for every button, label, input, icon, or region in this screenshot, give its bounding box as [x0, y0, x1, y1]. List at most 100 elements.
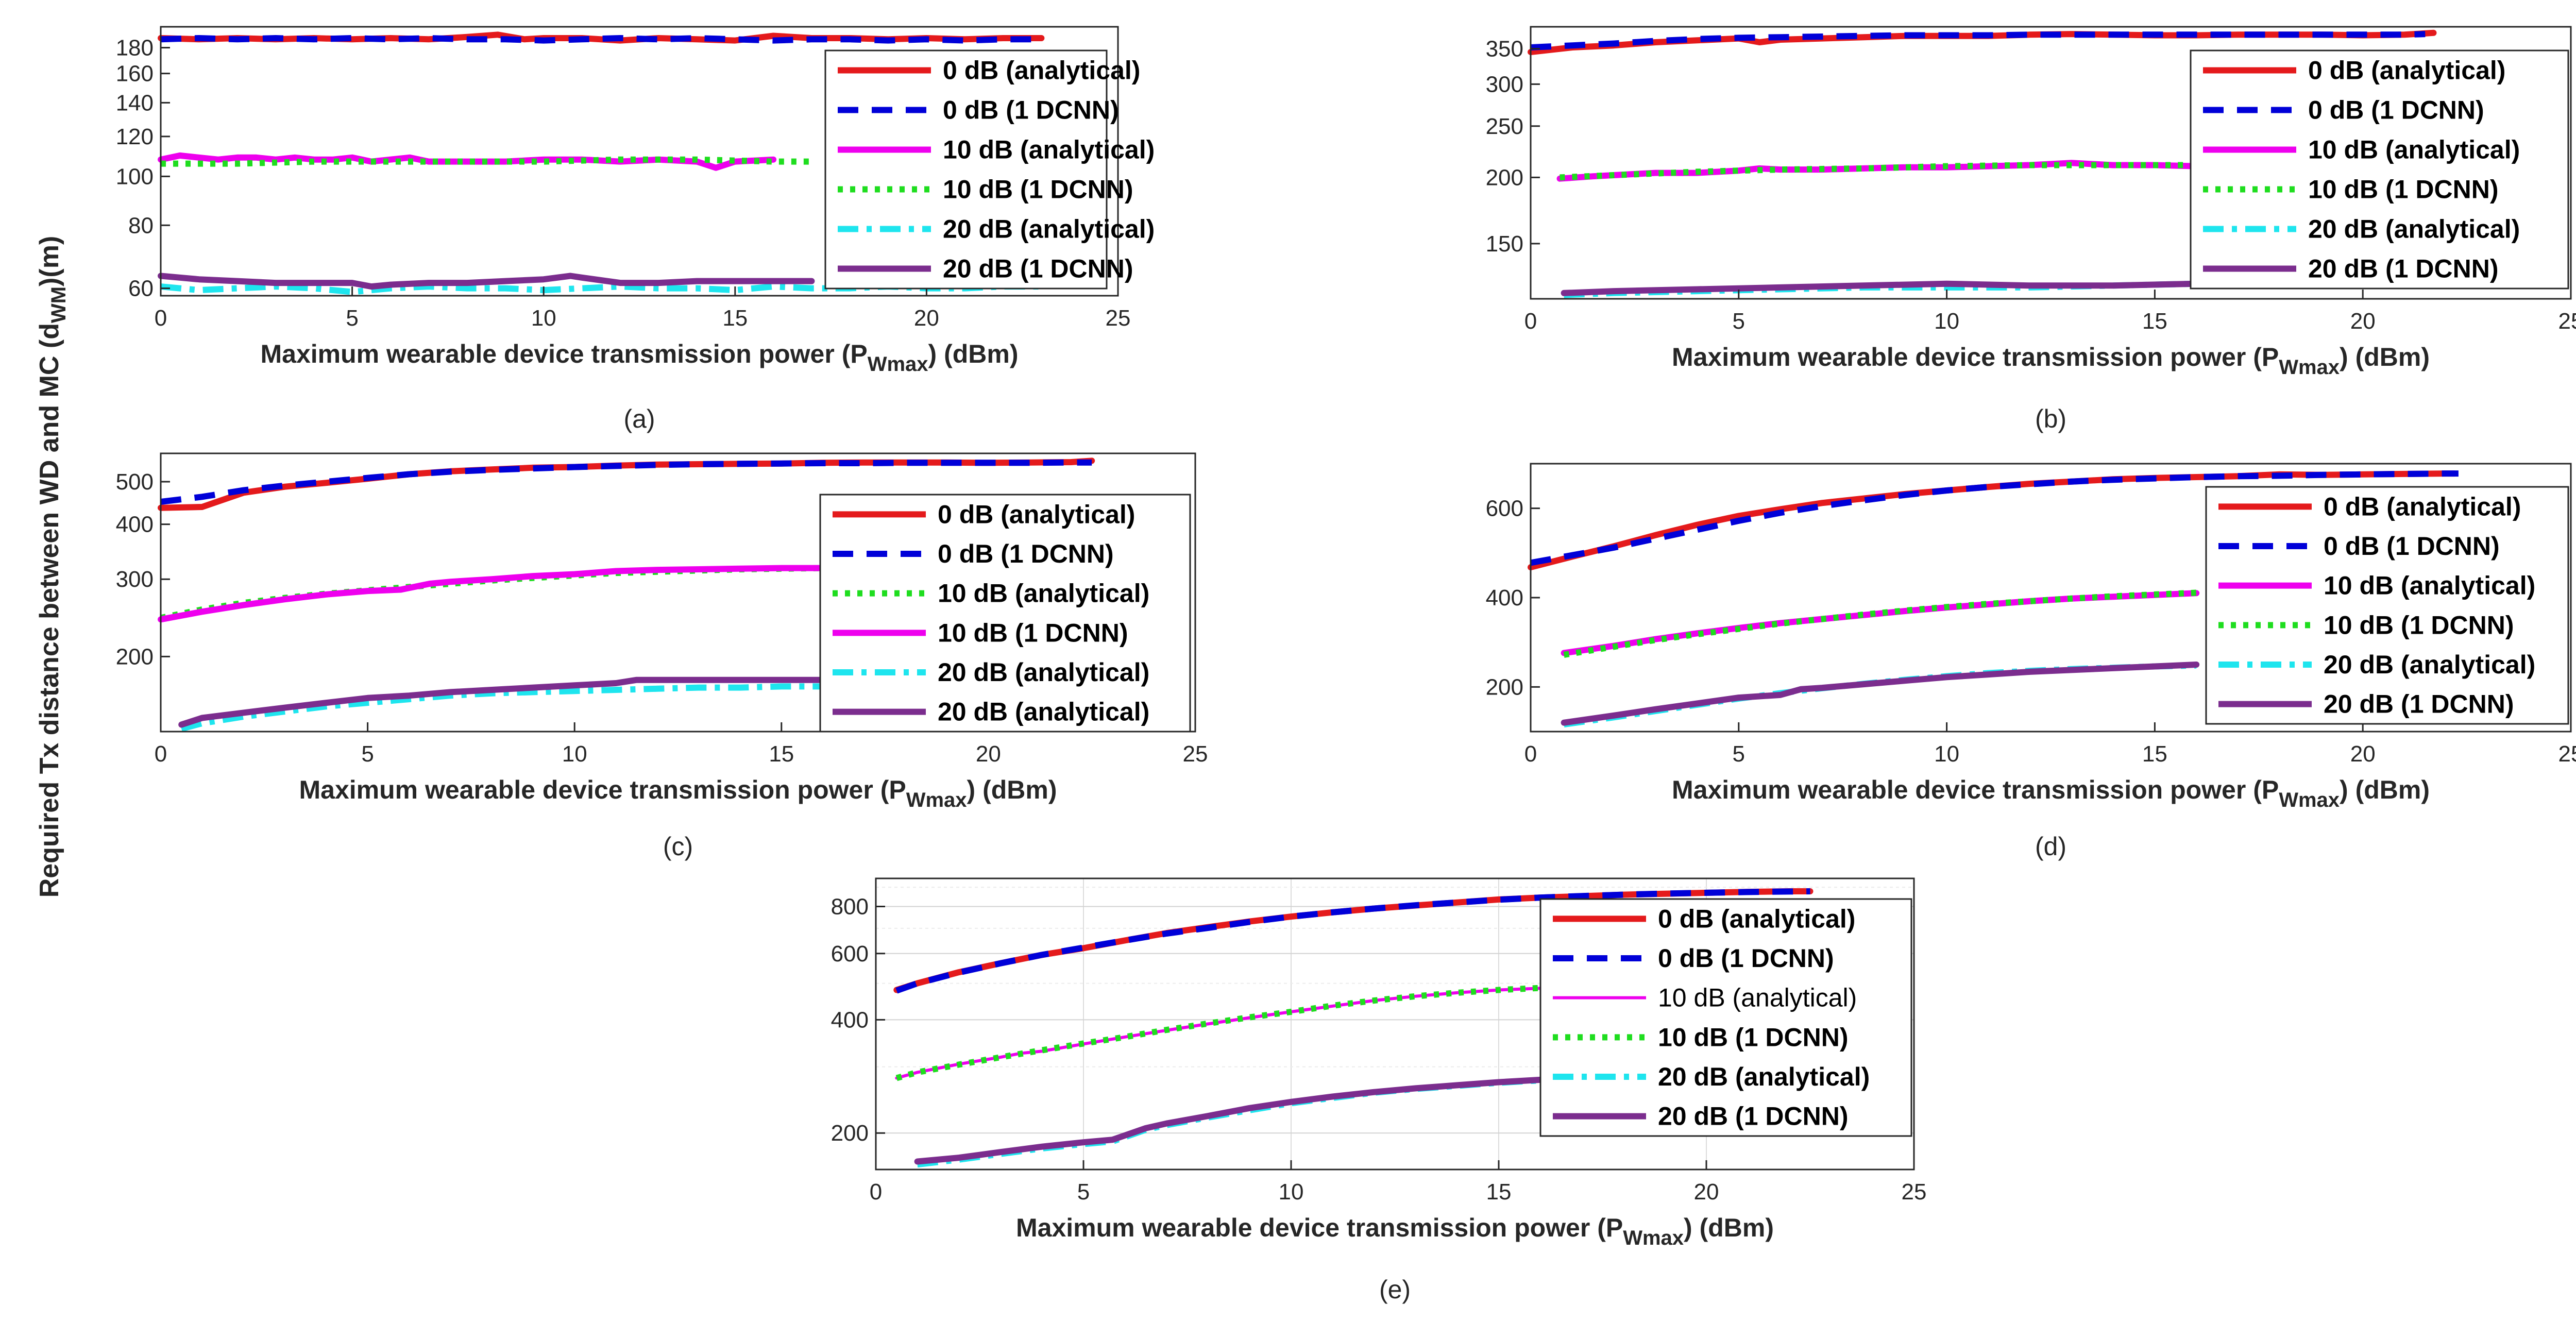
axes-box — [1530, 26, 2572, 300]
x-tick-label: 25 — [2558, 309, 2576, 334]
x-tick-label: 5 — [1733, 309, 1745, 334]
panel-caption: (c) — [663, 832, 693, 861]
legend: 0 dB (analytical) 0 dB (1 DCNN) 10 dB (ana… — [1539, 898, 1912, 1137]
x-tick-label: 25 — [1183, 741, 1208, 767]
legend-label: 0 dB (1 DCNN) — [1658, 944, 1834, 973]
legend-label: 20 dB (1 DCNN) — [1658, 1102, 1848, 1131]
x-tick-label: 15 — [2142, 741, 2167, 767]
x-axis-label-suffix: ) (dBm) — [1684, 1213, 1774, 1242]
x-tick-label: 20 — [2350, 309, 2376, 334]
legend-box — [2205, 486, 2569, 725]
series-line-c-3 — [158, 565, 826, 623]
legend-label: 10 dB (analytical) — [2324, 571, 2535, 600]
legend-label: 20 dB (analytical) — [2324, 650, 2535, 679]
legend-label: 0 dB (analytical) — [938, 500, 1135, 529]
svg-text:Required Tx distance between W: Required Tx distance between WD and MC (… — [35, 236, 70, 898]
legend-box — [1539, 898, 1912, 1137]
legend: 0 dB (analytical) 0 dB (1 DCNN) 10 dB (ana… — [824, 49, 1155, 290]
x-axis-label: Maximum wearable device transmission pow… — [1016, 1213, 1774, 1249]
legend-label: 0 dB (1 DCNN) — [2324, 532, 2500, 561]
legend-label: 20 dB (analytical) — [1658, 1062, 1870, 1091]
panel-caption: (d) — [2035, 832, 2066, 861]
y-tick-label: 600 — [1486, 496, 1523, 521]
y-tick-label: 180 — [116, 36, 154, 61]
x-tick-label: 10 — [1279, 1179, 1304, 1205]
x-tick-label: 15 — [2142, 309, 2167, 334]
x-tick-label: 5 — [1733, 741, 1745, 767]
axes-box — [875, 877, 1915, 1171]
x-axis-label-suffix: ) (dBm) — [967, 775, 1057, 804]
x-axis-label-suffix: ) (dBm) — [928, 340, 1019, 368]
x-tick-label: 20 — [976, 741, 1001, 767]
legend-label: 20 dB (1 DCNN) — [943, 255, 1133, 283]
x-tick-label: 10 — [531, 306, 556, 331]
legend-label: 0 dB (analytical) — [1658, 904, 1855, 933]
y-tick-label: 400 — [1486, 585, 1523, 611]
x-tick-label: 0 — [155, 306, 167, 331]
y-tick-label: 150 — [1486, 231, 1523, 257]
x-tick-label: 15 — [722, 306, 748, 331]
chart-panel-c: 0 5 10 15 20 25 200 300 400 500 Maximum wearable d… — [116, 452, 1208, 861]
legend-label: 10 dB (analytical) — [2308, 135, 2520, 164]
legend-box — [2190, 49, 2569, 290]
x-axis-label-sub: Wmax — [2279, 356, 2340, 379]
series-line-b-5 — [1561, 280, 2241, 296]
y-tick-label: 60 — [128, 276, 154, 301]
series-line-b-1 — [1530, 31, 2426, 50]
x-tick-label: 25 — [1902, 1179, 1927, 1205]
y-tick-label: 160 — [116, 61, 154, 87]
axes-box — [160, 26, 1119, 297]
y-tick-label: 100 — [116, 164, 154, 189]
legend-label: 0 dB (1 DCNN) — [2308, 96, 2484, 125]
x-tick-label: 0 — [1524, 309, 1537, 334]
legend-label: 20 dB (analytical) — [2308, 215, 2520, 244]
chart-panel-b: 0 5 10 15 20 25 150 200 250 300 350 Maximum wearabl… — [1486, 26, 2576, 433]
legend-box — [819, 494, 1191, 733]
y-tick-label: 200 — [831, 1121, 869, 1146]
series-line-d-1 — [1530, 470, 2459, 566]
x-tick-label: 5 — [361, 741, 374, 767]
legend-label: 0 dB (1 DCNN) — [938, 539, 1114, 568]
legend-label: 10 dB (analytical) — [938, 579, 1149, 608]
x-axis-label-prefix: Maximum wearable device transmission pow… — [299, 775, 906, 804]
x-axis-label: Maximum wearable device transmission pow… — [299, 775, 1057, 811]
y-tick-label: 200 — [1486, 165, 1523, 190]
x-axis-label-prefix: Maximum wearable device transmission pow… — [1672, 343, 2279, 371]
x-tick-label: 10 — [1934, 309, 1959, 334]
x-tick-label: 0 — [155, 741, 167, 767]
panel-caption: (b) — [2035, 404, 2066, 433]
legend-label: 10 dB (analytical) — [943, 135, 1155, 164]
legend-label: 20 dB (1 DCNN) — [2324, 690, 2514, 719]
y-tick-label: 200 — [1486, 674, 1523, 700]
chart-panel-e: 0 5 10 15 20 25 200 400 600 800 Maximum wearable d… — [831, 877, 1927, 1304]
series-line-d-5 — [1561, 662, 2200, 726]
y-tick-label: 140 — [116, 90, 154, 115]
x-axis-label-prefix: Maximum wearable device transmission pow… — [1672, 775, 2279, 804]
series-line-a-3 — [161, 156, 812, 167]
y-axis-label-sub: WM — [47, 286, 70, 323]
legend-box — [824, 49, 1108, 290]
y-tick-label: 80 — [128, 213, 154, 238]
panel-caption: (a) — [623, 404, 655, 433]
x-tick-label: 5 — [1077, 1179, 1090, 1205]
legend-label: 10 dB (analytical) — [1658, 984, 1857, 1012]
series-line-d-3 — [1563, 589, 2197, 658]
y-tick-label: 300 — [116, 567, 154, 592]
y-tick-label: 300 — [1486, 72, 1523, 97]
x-tick-label: 10 — [1934, 741, 1959, 767]
legend-label: 20 dB (analytical) — [938, 658, 1149, 687]
legend-label: 10 dB (1 DCNN) — [1658, 1023, 1848, 1052]
axes-box — [160, 452, 1196, 733]
legend-label: 0 dB (analytical) — [2308, 56, 2505, 85]
x-axis-label-sub: Wmax — [906, 789, 967, 811]
x-tick-label: 0 — [870, 1179, 882, 1205]
legend: 0 dB (analytical) 0 dB (1 DCNN) 10 dB (ana… — [819, 494, 1191, 733]
y-axis-label: Required Tx distance between WD and MC (… — [35, 236, 70, 898]
legend: 0 dB (analytical) 0 dB (1 DCNN) 10 dB (ana… — [2205, 486, 2569, 725]
x-tick-label: 20 — [2350, 741, 2376, 767]
legend-label: 10 dB (1 DCNN) — [2308, 175, 2498, 204]
x-axis-label: Maximum wearable device transmission pow… — [1672, 775, 2430, 811]
